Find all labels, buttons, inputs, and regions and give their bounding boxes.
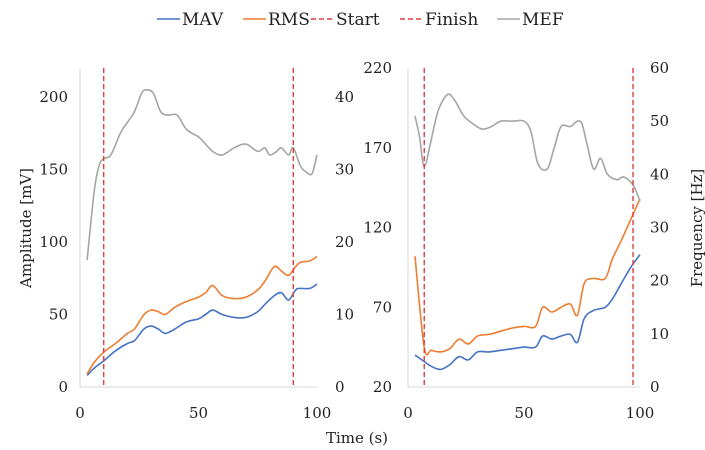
y-left-tick-label: 100 xyxy=(39,233,68,251)
y-left-tick-label: 150 xyxy=(39,161,68,179)
series-line-mav xyxy=(414,254,641,371)
y-right-tick-label: 50 xyxy=(650,112,669,130)
y-right-tick-label: 30 xyxy=(650,219,669,237)
legend-label-mav: MAV xyxy=(182,10,224,30)
y-right-tick-label: 0 xyxy=(335,378,345,396)
y-left-tick-label: 200 xyxy=(39,88,68,106)
y-left-tick-label: 50 xyxy=(49,306,68,324)
right-panel: 20 70 120 170 220 0 10 20 30 40 50 60 0 50 100 xyxy=(363,59,669,422)
y-left-tick-label: 20 xyxy=(373,378,392,396)
y-left-tick-label: 170 xyxy=(363,139,392,157)
y-right-tick-label: 40 xyxy=(335,88,354,106)
series-line-mef xyxy=(414,93,641,202)
y-left-tick-label: 70 xyxy=(373,298,392,316)
x-tick-label: 0 xyxy=(75,404,85,422)
legend-label-rms: RMS xyxy=(268,10,310,30)
x-tick-label: 50 xyxy=(189,404,208,422)
series-line-rms xyxy=(414,198,641,356)
x-tick-label: 100 xyxy=(626,404,655,422)
series-line-mef xyxy=(86,89,318,261)
y-right-tick-label: 20 xyxy=(650,272,669,290)
series-line-rms xyxy=(86,255,318,375)
y-right-tick-label: 10 xyxy=(335,306,354,324)
y-axis-label-right: Frequency [Hz] xyxy=(688,169,705,288)
left-panel: 0 50 100 150 200 0 10 20 30 40 0 50 100 xyxy=(39,68,354,422)
y-right-tick-label: 0 xyxy=(650,378,660,396)
x-axis-label: Time (s) xyxy=(326,429,388,447)
legend-label-mef: MEF xyxy=(522,10,564,30)
y-axis-label-left: Amplitude [mV] xyxy=(17,168,35,289)
x-tick-label: 100 xyxy=(303,404,332,422)
x-tick-label: 0 xyxy=(403,404,413,422)
y-left-tick-label: 220 xyxy=(363,59,392,77)
series-line-mav xyxy=(86,283,318,376)
y-right-tick-label: 40 xyxy=(650,165,669,183)
legend-label-start: Start xyxy=(336,10,380,30)
y-right-tick-label: 20 xyxy=(335,233,354,251)
y-right-tick-label: 30 xyxy=(335,161,354,179)
y-left-tick-label: 0 xyxy=(58,378,68,396)
legend: MAV RMS Start Finish MEF xyxy=(157,10,564,30)
x-tick-label: 50 xyxy=(514,404,533,422)
y-left-tick-label: 120 xyxy=(363,219,392,237)
y-right-tick-label: 10 xyxy=(650,325,669,343)
y-right-tick-label: 60 xyxy=(650,59,669,77)
legend-label-finish: Finish xyxy=(425,10,478,30)
